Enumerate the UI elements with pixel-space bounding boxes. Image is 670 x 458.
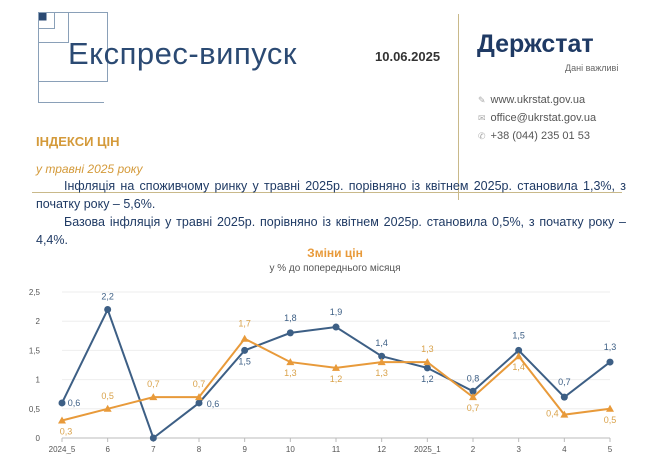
link-icon: ✎: [478, 95, 486, 105]
data-point: [377, 358, 386, 366]
x-tick-label: 7: [151, 445, 156, 454]
data-label: 1,4: [375, 338, 388, 348]
x-tick-label: 8: [197, 445, 202, 454]
data-point: [195, 399, 203, 407]
x-tick-label: 2025_1: [414, 445, 441, 454]
data-point: [423, 364, 431, 372]
x-tick-label: 10: [286, 445, 295, 454]
phone-link[interactable]: ✆ +38 (044) 235 01 53: [478, 130, 590, 142]
data-point: [149, 393, 158, 401]
section-title: ІНДЕКСИ ЦІН: [36, 134, 120, 149]
data-point: [469, 387, 477, 395]
data-label: 0,7: [558, 377, 571, 387]
data-label: 1,4: [512, 362, 525, 372]
data-point: [606, 358, 614, 366]
chart-subtitle: у % до попереднього місяця: [269, 263, 401, 274]
data-point: [560, 410, 569, 418]
page-title: Експрес-випуск: [68, 36, 297, 71]
data-point: [606, 404, 614, 412]
data-point: [103, 404, 112, 412]
mail-icon: ✉: [478, 113, 486, 123]
tagline: Дані важливі: [565, 63, 619, 73]
data-label: 0,5: [101, 391, 114, 401]
data-label: 1,7: [238, 319, 251, 329]
data-label: 1,8: [284, 313, 297, 323]
data-label: 1,2: [330, 374, 343, 384]
data-label: 1,3: [375, 368, 388, 378]
data-point: [58, 399, 66, 407]
data-label: 1,5: [512, 330, 525, 340]
data-label: 0,7: [467, 403, 480, 413]
data-point: [104, 306, 112, 314]
data-label: 1,2: [421, 374, 434, 384]
x-tick-label: 3: [516, 445, 521, 454]
period: у травні 2025 року: [36, 162, 143, 176]
data-point: [241, 346, 249, 354]
data-label: 0,3: [60, 426, 73, 436]
x-tick-label: 2: [471, 445, 476, 454]
paragraph-core-inflation: Базова інфляція у травні 2025р. порівнян…: [36, 215, 626, 247]
data-label: 0,6: [68, 398, 81, 408]
y-tick-label: 0,5: [29, 405, 41, 414]
divider: [458, 14, 459, 200]
y-tick-label: 0: [36, 434, 41, 443]
data-label: 0,6: [207, 399, 220, 409]
data-point: [58, 416, 66, 424]
data-label: 2,2: [101, 292, 114, 302]
data-point: [560, 393, 568, 401]
paragraph-inflation: Інфляція на споживчому ринку у травні 20…: [36, 179, 626, 211]
y-tick-label: 2,5: [29, 288, 41, 297]
data-point: [423, 358, 432, 366]
data-point: [332, 323, 340, 331]
data-label: 0,7: [193, 379, 206, 389]
y-tick-label: 1,5: [29, 346, 41, 355]
data-point: [378, 352, 386, 360]
x-tick-label: 9: [242, 445, 247, 454]
x-tick-label: 11: [332, 445, 341, 454]
data-point: [286, 358, 295, 366]
data-point: [195, 393, 203, 401]
brand-logo: Держстат: [477, 30, 594, 58]
data-label: 0,4: [546, 409, 559, 419]
website-link[interactable]: ✎ www.ukrstat.gov.ua: [478, 94, 586, 106]
data-point: [332, 363, 340, 371]
x-tick-label: 6: [105, 445, 110, 454]
chart-title: Зміни цін: [307, 246, 363, 260]
data-label: 1,3: [284, 368, 297, 378]
x-tick-label: 2024_5: [49, 445, 76, 454]
data-point: [514, 352, 523, 360]
data-point: [469, 393, 477, 401]
data-point: [240, 334, 249, 342]
phone-icon: ✆: [478, 131, 486, 141]
data-label: 1,5: [238, 356, 251, 366]
data-label: 1,9: [330, 307, 343, 317]
y-tick-label: 1: [36, 376, 41, 385]
x-tick-label: 12: [377, 445, 386, 454]
data-point: [515, 346, 523, 354]
data-label: 1,3: [604, 342, 617, 352]
email-link[interactable]: ✉ office@ukrstat.gov.ua: [478, 112, 597, 124]
data-label: 0,5: [604, 415, 617, 425]
data-point: [286, 329, 294, 337]
data-label: 0,8: [467, 373, 480, 383]
y-tick-label: 2: [36, 317, 41, 326]
divider: [32, 192, 622, 193]
x-tick-label: 5: [608, 445, 613, 454]
logo-squares: [38, 12, 108, 82]
data-label: 1,3: [421, 344, 434, 354]
data-point: [149, 434, 157, 442]
data-label: 0,7: [147, 379, 160, 389]
release-date: 10.06.2025: [375, 49, 441, 64]
x-tick-label: 4: [562, 445, 567, 454]
